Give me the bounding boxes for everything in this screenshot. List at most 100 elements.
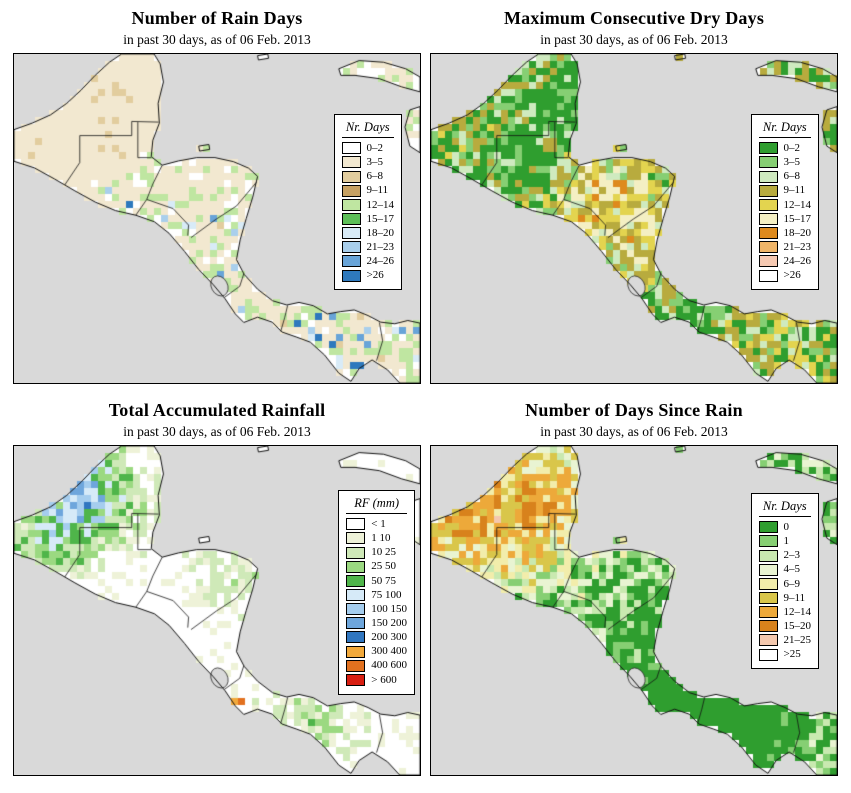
legend-entry: >26 <box>758 269 812 282</box>
legend-entry: 100 150 <box>346 603 407 616</box>
legend-swatch <box>341 227 361 240</box>
legend-entry: 10 25 <box>346 546 407 559</box>
legend-label: 18–20 <box>783 226 812 239</box>
legend-swatch <box>346 546 366 559</box>
legend-swatch <box>758 170 778 183</box>
legend-label: 12–14 <box>783 198 812 211</box>
panel-max-consecutive-dry-days: Maximum Consecutive Dry Days in past 30 … <box>430 6 838 384</box>
legend-swatch <box>341 255 361 268</box>
legend-entry: 9–11 <box>758 184 812 197</box>
map-box: RF (mm) < 1 1 10 10 25 25 50 50 75 75 100 100 … <box>13 445 421 776</box>
legend-entry: 6–8 <box>341 170 395 183</box>
panel-title: Number of Rain Days <box>131 8 303 28</box>
legend-swatch <box>346 574 366 587</box>
legend-entry: 4–5 <box>758 563 812 576</box>
legend: Nr. Days 0 1 2–3 4–5 6–9 9–11 12–14 15–20 21–25 >… <box>750 493 819 670</box>
legend-swatch <box>346 518 366 531</box>
legend-entry: 9–11 <box>341 184 395 197</box>
panel-total-accumulated-rainfall: Total Accumulated Rainfall in past 30 da… <box>13 398 421 776</box>
panel-title: Number of Days Since Rain <box>525 400 743 420</box>
legend-swatch <box>346 560 366 573</box>
legend-entry: >26 <box>341 269 395 282</box>
legend-label: 3–5 <box>366 156 384 169</box>
legend-swatch <box>346 589 366 602</box>
legend-label: 300 400 <box>371 645 407 658</box>
legend-swatch <box>341 170 361 183</box>
legend-swatch <box>758 241 778 254</box>
legend-label: 10 25 <box>371 546 396 559</box>
legend-rows: < 1 1 10 10 25 25 50 50 75 75 100 100 150 150 2… <box>346 518 407 686</box>
legend-label: 24–26 <box>783 255 812 268</box>
legend-title: Nr. Days <box>758 499 811 517</box>
legend-swatch <box>341 156 361 169</box>
legend-entry: 15–20 <box>758 620 811 633</box>
legend-entry: 3–5 <box>758 156 812 169</box>
legend-swatch <box>346 673 366 686</box>
legend-swatch <box>341 184 361 197</box>
legend-label: 0 <box>783 521 790 533</box>
legend-label: 21–23 <box>366 240 395 253</box>
legend-entry: 1 <box>758 535 812 548</box>
panel-title: Maximum Consecutive Dry Days <box>503 8 765 28</box>
legend-rows: 0 1 2–3 4–5 6–9 9–11 12–14 15–20 21–25 >25 <box>758 521 812 661</box>
map-box: Nr. Days 0–2 3–5 6–8 9–11 12–14 15–17 18–20 21–… <box>13 53 421 384</box>
legend-entry: 18–20 <box>341 227 394 240</box>
legend-label: 6–8 <box>783 170 801 183</box>
map-grid: Number of Rain Days in past 30 days, as … <box>13 6 838 776</box>
legend-swatch <box>758 255 778 268</box>
legend-label: >25 <box>783 648 801 661</box>
legend-label: 50 75 <box>371 574 396 587</box>
legend-rows: 0–2 3–5 6–8 9–11 12–14 15–17 18–20 21–23 24–26 >2… <box>341 142 395 282</box>
legend-swatch <box>758 577 778 590</box>
legend-entry: > 600 <box>346 674 407 687</box>
panel-subtitle: in past 30 days, as of 06 Feb. 2013 <box>123 424 311 439</box>
legend-label: 0–2 <box>366 142 384 154</box>
legend-entry: 12–14 <box>758 606 811 619</box>
map-box: Nr. Days 0 1 2–3 4–5 6–9 9–11 12–14 15–20 21–25 >… <box>430 445 838 776</box>
legend-swatch <box>346 645 366 658</box>
legend-swatch <box>758 184 778 197</box>
legend-entry: 9–11 <box>758 592 812 605</box>
legend-entry: 6–9 <box>758 577 812 591</box>
legend-title: Nr. Days <box>341 120 394 138</box>
legend-label: 9–11 <box>783 184 806 197</box>
legend-label: 24–26 <box>366 255 395 268</box>
legend-label: 9–11 <box>366 184 389 197</box>
legend-label: 12–14 <box>366 198 395 211</box>
legend-entry: 1 10 <box>346 532 407 545</box>
legend-swatch <box>758 198 778 211</box>
legend-label: 150 200 <box>371 616 407 629</box>
legend-entry: 15–17 <box>758 212 812 226</box>
legend-label: 2–3 <box>783 549 801 562</box>
legend-entry: 18–20 <box>758 226 812 240</box>
legend-entry: 50 75 <box>346 575 407 588</box>
panel-subtitle: in past 30 days, as of 06 Feb. 2013 <box>540 424 728 439</box>
legend-entry: 21–23 <box>341 240 395 254</box>
legend-swatch <box>346 532 366 545</box>
legend-entry: 15–17 <box>341 213 394 226</box>
legend-swatch <box>341 269 361 282</box>
legend-swatch <box>341 213 361 226</box>
legend-label: 1 10 <box>371 532 391 545</box>
legend-swatch <box>758 535 778 548</box>
legend-label: 25 50 <box>371 560 396 573</box>
legend-label: 21–25 <box>783 634 812 647</box>
legend-entry: 75 100 <box>346 589 407 602</box>
map-box: Nr. Days 0–2 3–5 6–8 9–11 12–14 15–17 18–20 21–… <box>430 53 838 384</box>
legend-label: 4–5 <box>783 563 801 576</box>
legend-label: < 1 <box>371 518 386 530</box>
legend-swatch <box>758 269 778 282</box>
legend-label: 21–23 <box>783 240 812 253</box>
panel-number-of-days-since-rain: Number of Days Since Rain in past 30 day… <box>430 398 838 776</box>
legend-label: 15–17 <box>783 212 812 225</box>
legend-swatch <box>758 620 778 633</box>
legend-swatch <box>758 606 778 619</box>
legend-label: 100 150 <box>371 602 407 615</box>
legend-swatch <box>758 156 778 169</box>
legend-swatch <box>341 241 361 254</box>
legend-entry: 24–26 <box>758 255 812 268</box>
legend-label: 6–8 <box>366 170 384 183</box>
legend-swatch <box>341 142 361 155</box>
panel-subtitle: in past 30 days, as of 06 Feb. 2013 <box>123 32 311 47</box>
legend-label: 75 100 <box>371 588 402 601</box>
